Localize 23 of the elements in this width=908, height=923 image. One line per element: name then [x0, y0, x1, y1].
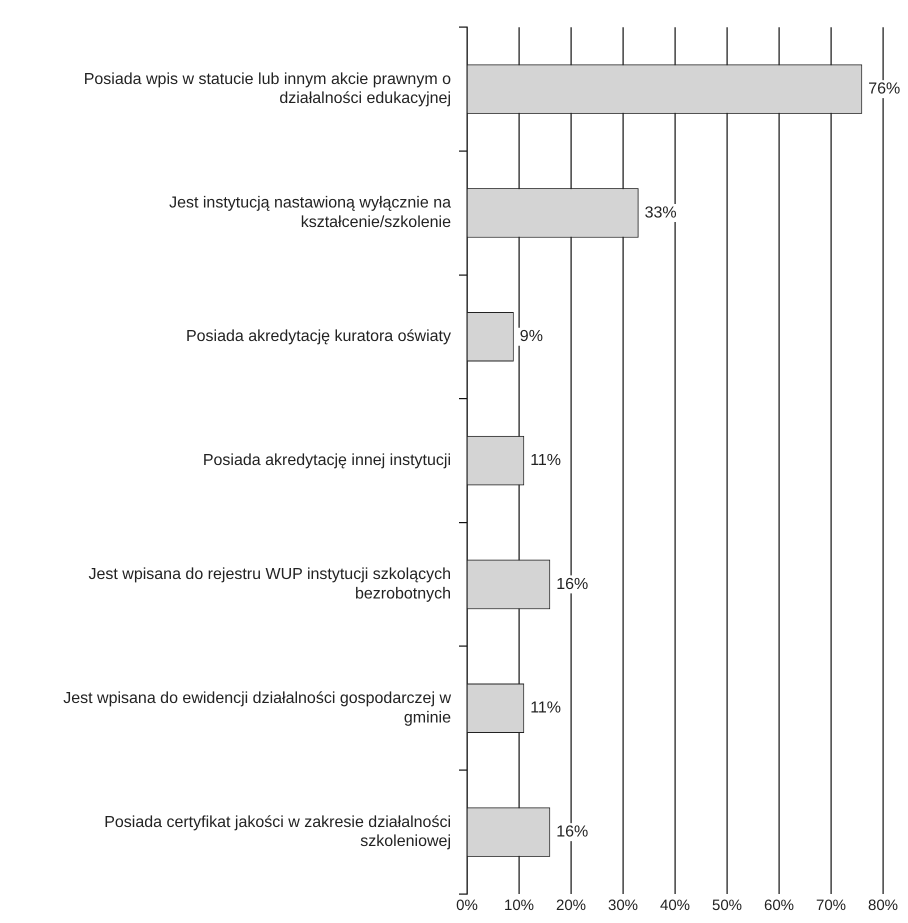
- x-tick-label: 80%: [868, 897, 898, 914]
- y-tick-label: Posiada akredytację innej instytucji: [202, 452, 451, 470]
- data-label: 16%: [556, 823, 588, 840]
- y-tick-label: Jest instytucją nastawioną wyłącznie na kształcenie/szkolenie: [169, 194, 452, 231]
- data-label: 11%: [530, 700, 562, 717]
- y-tick-label: Posiada akredytację kuratora oświaty: [186, 328, 451, 346]
- data-label: 76%: [868, 80, 900, 98]
- x-tick-label: 60%: [764, 897, 794, 914]
- data-label: 9%: [520, 328, 543, 346]
- x-tick-label: 50%: [712, 897, 742, 914]
- data-label: 16%: [556, 576, 588, 593]
- x-tick-label: 10%: [504, 897, 534, 914]
- x-tick-label: 20%: [556, 897, 586, 914]
- y-tick-label: Jest wpisana do rejestru WUP instytucji szkolących bezrobotnych: [88, 566, 451, 602]
- x-tick-label: 70%: [816, 897, 846, 914]
- data-label: 11%: [530, 452, 562, 470]
- y-tick-label: Posiada certyfikat jakości w zakresie działalności szkoleniowej: [104, 814, 451, 850]
- x-tick-label: 40%: [660, 897, 690, 914]
- data-label: 33%: [644, 204, 677, 222]
- y-tick-label: Posiada wpis w statucie lub innym akcie prawnym o działalności edukacyjnej: [84, 70, 452, 108]
- y-tick-label: Jest wpisana do ewidencji działalności gospodarczej w gminie: [63, 690, 452, 726]
- x-tick-label: 30%: [608, 897, 638, 914]
- x-tick-label: 0%: [456, 897, 478, 914]
